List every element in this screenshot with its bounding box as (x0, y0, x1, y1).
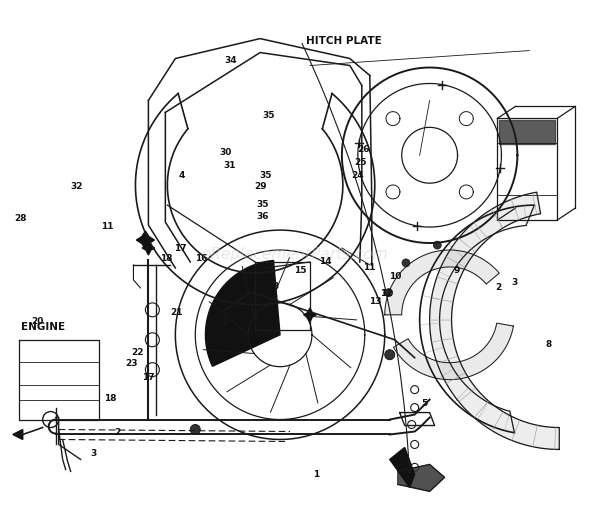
Circle shape (408, 421, 416, 429)
Text: 31: 31 (223, 162, 236, 170)
Polygon shape (430, 192, 559, 449)
Text: 23: 23 (126, 359, 138, 368)
Circle shape (385, 289, 393, 296)
Polygon shape (500, 120, 555, 144)
Circle shape (42, 412, 58, 428)
Text: 35: 35 (260, 172, 272, 180)
Polygon shape (398, 465, 445, 491)
Circle shape (385, 350, 395, 360)
Circle shape (411, 464, 419, 471)
Text: HITCH PLATE: HITCH PLATE (306, 36, 382, 46)
Text: 34: 34 (224, 56, 237, 65)
Text: 13: 13 (369, 297, 381, 307)
Circle shape (145, 333, 159, 347)
Polygon shape (385, 250, 499, 315)
Text: 35: 35 (257, 200, 269, 209)
Polygon shape (304, 308, 316, 322)
Text: 16: 16 (195, 254, 208, 263)
Polygon shape (390, 447, 415, 487)
Text: 17: 17 (142, 373, 155, 382)
Text: 2: 2 (495, 283, 502, 292)
Text: 36: 36 (257, 212, 269, 221)
Text: 26: 26 (357, 145, 369, 154)
Circle shape (145, 303, 159, 317)
Text: ENGINE: ENGINE (21, 322, 65, 332)
Text: 3: 3 (512, 278, 518, 287)
Text: 35: 35 (263, 111, 275, 120)
Circle shape (402, 259, 410, 267)
Text: 3: 3 (273, 282, 279, 291)
Text: 24: 24 (351, 172, 363, 180)
Text: 14: 14 (319, 257, 331, 266)
Text: 2: 2 (257, 286, 263, 295)
Text: 11: 11 (363, 263, 375, 272)
Text: 8: 8 (545, 340, 551, 348)
Circle shape (411, 440, 419, 448)
Text: 3: 3 (90, 449, 97, 459)
Text: 18: 18 (160, 254, 172, 263)
Text: 22: 22 (132, 348, 144, 357)
Polygon shape (136, 231, 155, 249)
Text: 30: 30 (219, 148, 232, 157)
Text: 12: 12 (381, 289, 393, 298)
Polygon shape (205, 261, 280, 366)
Text: 20: 20 (31, 318, 44, 327)
Text: 21: 21 (171, 309, 183, 318)
Circle shape (411, 403, 419, 412)
Text: 28: 28 (14, 214, 27, 223)
Polygon shape (142, 241, 155, 255)
Text: 25: 25 (354, 159, 366, 167)
Text: 9: 9 (454, 266, 460, 275)
Text: 17: 17 (175, 244, 187, 253)
Text: 11: 11 (101, 222, 113, 231)
Circle shape (145, 363, 159, 377)
Circle shape (433, 241, 441, 249)
Text: 2: 2 (114, 428, 120, 437)
Text: 18: 18 (104, 394, 116, 403)
Text: 32: 32 (70, 181, 83, 190)
Text: 1: 1 (313, 470, 319, 479)
Text: eReplacementParts.com: eReplacementParts.com (202, 247, 388, 263)
Circle shape (411, 386, 419, 393)
Text: 5: 5 (421, 399, 428, 408)
Polygon shape (394, 323, 513, 380)
Text: 10: 10 (389, 272, 402, 281)
Text: 15: 15 (294, 266, 306, 275)
Text: 29: 29 (254, 181, 267, 190)
Text: 4: 4 (179, 172, 185, 180)
Polygon shape (13, 430, 23, 439)
Circle shape (191, 425, 200, 434)
